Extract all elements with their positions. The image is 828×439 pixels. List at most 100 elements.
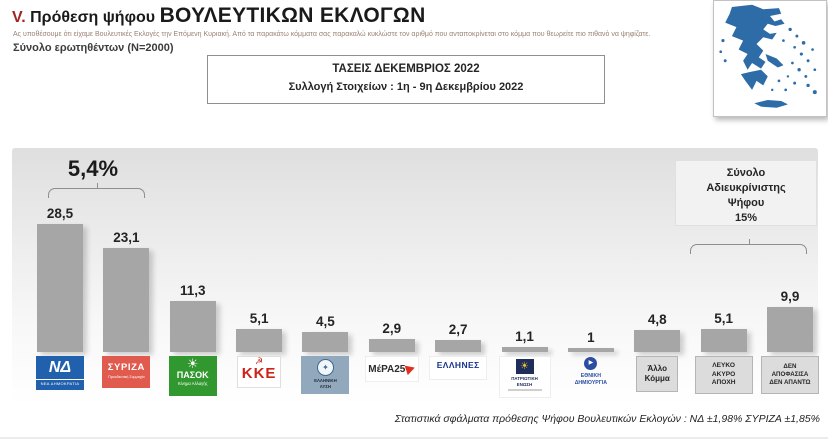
- bar-column-ellines: 2,7 ΕΛΛΗΝΕΣ ΕΘΝΙΚΟ ΚΟΜΜΑ: [429, 148, 488, 406]
- bar-value-label: 2,7: [448, 321, 468, 337]
- logo-slot: ΜέΡΑ25: [361, 356, 423, 406]
- bar-patriotiki-enosi: [501, 347, 548, 352]
- party-subname: ΕΘΝΙΚΟ ΚΟΜΜΑ: [440, 379, 477, 380]
- undecided-bracket: [690, 239, 807, 254]
- collection-dates-label: Συλλογή Στοιχείων : 1η - 9η Δεκεμβρίου 2…: [288, 81, 524, 93]
- logo-slot: ΕΛΛΗΝΕΣ ΕΘΝΙΚΟ ΚΟΜΜΑ: [427, 356, 489, 406]
- logo-slot: ✦ ΕΛΛΗΝΙΚΗ ΛΥΣΗ: [294, 356, 356, 406]
- elliniki-lysi-logo: ✦ ΕΛΛΗΝΙΚΗ ΛΥΣΗ: [301, 356, 350, 394]
- category-line2: Κόμμα: [644, 374, 670, 383]
- patriotiki-enosi-logo: ☀ ΠΑΤΡΙΩΤΙΚΗ ΕΝΩΣΗ: [498, 356, 551, 398]
- logo-slot: ☀ ΠΑΤΡΙΩΤΙΚΗ ΕΝΩΣΗ: [494, 356, 556, 406]
- bar-column-kke: 5,1 ☭ ΚΚΕ: [236, 148, 283, 406]
- logo-slot: ΣΥΡΙΖΑ Προοδευτική Συμμαχία: [95, 356, 157, 406]
- party-abbr: ΠΑΣΟΚ: [176, 370, 209, 380]
- bar-column-nea-dimokratia: 28,5 ΝΔ ΝΕΑ ΔΗΜΟΚΡΑΤΙΑ: [36, 148, 84, 406]
- bar-kke: [236, 329, 283, 352]
- undecided-line: Σύνολο: [726, 167, 766, 179]
- title-main: ΒΟΥΛΕΥΤΙΚΩΝ ΕΚΛΟΓΩΝ: [159, 4, 426, 27]
- bar-value-label: 11,3: [179, 283, 206, 299]
- bar-value-label: 2,9: [382, 320, 402, 336]
- undecided-value: 15%: [734, 212, 758, 224]
- undecided-line: Ψήφου: [727, 197, 765, 209]
- survey-wave-label: ΤΑΣΕΙΣ ΔΕΚΕΜΒΡΙΟΣ 2022: [332, 63, 480, 75]
- bar-leyko-akyro-apochi: [700, 329, 747, 352]
- party-abbr: ΣΥΡΙΖΑ: [107, 362, 145, 373]
- party-name-line: ΕΛΛΗΝΙΚΗ ΛΥΣΗ: [301, 378, 349, 389]
- category-line2: ΑΚΥΡΟ: [711, 370, 736, 378]
- logo-slot: Άλλο Κόμμα: [626, 356, 688, 406]
- greece-map-svg: [719, 4, 817, 108]
- category-line1: ΛΕΥΚΟ: [712, 362, 735, 370]
- party-name-line: ΠΑΤΡΙΩΤΙΚΗ ΕΝΩΣΗ: [500, 376, 550, 387]
- bar-value-label: 1: [587, 329, 595, 345]
- bar-value-label: 4,5: [316, 313, 335, 329]
- category-line1: ΔΕΝ: [783, 363, 797, 370]
- bar-value-label: 9,9: [780, 289, 800, 305]
- logo-slot: ☀ ΠΑΣΟΚ Κίνημα Αλλαγής: [162, 356, 224, 406]
- bar-column-pasok: 11,3 ☀ ΠΑΣΟΚ Κίνημα Αλλαγής: [168, 148, 217, 406]
- bar-value-label: 5,1: [249, 311, 269, 327]
- bar-column-den-apofasisa: 9,9 ΔΕΝ ΑΠΟΦΑΣΙΣΑ ΔΕΝ ΑΠΑΝΤΩ: [760, 148, 819, 406]
- sample-size-note: Σύνολο ερωτηθέντων (N=2000): [13, 42, 174, 54]
- party-subname: Κίνημα Αλλαγής: [177, 381, 208, 386]
- logo-slot: ▶ ΕΘΝΙΚΗ ΔΗΜΙΟΥΡΓΙΑ: [560, 356, 622, 406]
- den-apofasisa-label-box: ΔΕΝ ΑΠΟΦΑΣΙΣΑ ΔΕΝ ΑΠΑΝΤΩ: [760, 356, 819, 394]
- bar-chart-area: 5,4% Σύνολο Αδιευκρίνιστης Ψήφου 15% 28,…: [12, 148, 819, 406]
- lead-gap-annotation: 5,4%: [67, 156, 119, 181]
- category-line1: Άλλο: [647, 364, 667, 373]
- pasok-logo: ☀ ΠΑΣΟΚ Κίνημα Αλλαγής: [168, 356, 217, 396]
- bar-value-label: 28,5: [46, 205, 74, 221]
- party-name-line2: ΛΥΣΗ: [319, 383, 332, 389]
- play-badge-icon: ▶: [584, 357, 598, 370]
- bar-ellines: [435, 339, 482, 352]
- syriza-logo: ΣΥΡΙΖΑ Προοδευτική Συμμαχία: [102, 356, 151, 388]
- question-text: Ας υποθέσουμε ότι είχαμε Βουλευτικές Εκλ…: [13, 31, 651, 38]
- bar-pasok: [169, 301, 216, 352]
- undecided-line: Αδιευκρίνιστης: [706, 182, 786, 194]
- party-name-line: ΕΘΝΙΚΗ ΔΗΜΙΟΥΡΓΙΑ: [564, 373, 618, 386]
- category-line3: ΔΕΝ ΑΠΑΝΤΩ: [769, 379, 811, 386]
- logo-fine-print: [507, 389, 542, 391]
- bar-column-ethniki-dimiourgia: 1 ▶ ΕΘΝΙΚΗ ΔΗΜΙΟΥΡΓΙΑ: [567, 148, 614, 406]
- party-abbr: ΚΚΕ: [241, 365, 277, 382]
- red-arrow-icon: [405, 362, 417, 376]
- ellines-logo: ΕΛΛΗΝΕΣ ΕΘΝΙΚΟ ΚΟΜΜΑ: [429, 356, 488, 380]
- party-name-line2: ΕΝΩΣΗ: [516, 381, 533, 387]
- bar-column-patriotiki-enosi: 1,1 ☀ ΠΑΤΡΙΩΤΙΚΗ ΕΝΩΣΗ: [498, 148, 551, 406]
- mera25-logo: ΜέΡΑ25: [364, 356, 419, 382]
- bar-column-elliniki-lysi: 4,5 ✦ ΕΛΛΗΝΙΚΗ ΛΥΣΗ: [301, 148, 350, 406]
- logo-slot: ΝΔ ΝΕΑ ΔΗΜΟΚΡΑΤΙΑ: [29, 356, 91, 406]
- party-abbr: ΝΔ: [48, 359, 72, 376]
- bar-ethniki-dimiourgia: [567, 347, 614, 352]
- logo-slot: ΛΕΥΚΟ ΑΚΥΡΟ ΑΠΟΧΗ: [693, 356, 755, 406]
- bar-column-mera25: 2,9 ΜέΡΑ25: [364, 148, 419, 406]
- party-abbr: ΕΛΛΗΝΕΣ: [436, 360, 480, 370]
- bar-allo-komma: [634, 330, 681, 352]
- compass-icon: ✦: [316, 359, 334, 376]
- gold-sun-icon: ☀: [515, 359, 534, 374]
- hammer-sickle-icon: ☭: [255, 356, 264, 366]
- bar-column-leyko-akyro-apochi: 5,1 ΛΕΥΚΟ ΑΚΥΡΟ ΑΠΟΧΗ: [694, 148, 753, 406]
- section-number: V.: [12, 9, 26, 26]
- survey-period-box: ΤΑΣΕΙΣ ΔΕΚΕΜΒΡΙΟΣ 2022 Συλλογή Στοιχείων…: [207, 55, 605, 104]
- bar-syriza: [103, 248, 150, 352]
- title-prefix: Πρόθεση ψήφου: [30, 9, 156, 26]
- logo-slot: ☭ ΚΚΕ: [228, 356, 290, 406]
- bars-row: 28,5 ΝΔ ΝΕΑ ΔΗΜΟΚΡΑΤΙΑ 23,1 ΣΥΡΙΖΑ Προοδ…: [36, 148, 819, 406]
- lead-gap-bracket: [48, 183, 145, 198]
- logo-slot: ΔΕΝ ΑΠΟΦΑΣΙΣΑ ΔΕΝ ΑΠΑΝΤΩ: [759, 356, 821, 406]
- party-subname: Προοδευτική Συμμαχία: [108, 375, 145, 379]
- ethniki-dimiourgia-logo: ▶ ΕΘΝΙΚΗ ΔΗΜΙΟΥΡΓΙΑ: [564, 356, 618, 398]
- nea-dimokratia-logo: ΝΔ ΝΕΑ ΔΗΜΟΚΡΑΤΙΑ: [36, 356, 84, 390]
- bar-value-label: 23,1: [113, 230, 140, 246]
- page-title: V. Πρόθεση ψήφου ΒΟΥΛΕΥΤΙΚΩΝ ΕΚΛΟΓΩΝ: [12, 4, 426, 28]
- bar-value-label: 4,8: [647, 312, 667, 328]
- party-abbr: ΜέΡΑ25: [368, 363, 406, 375]
- leyko-akyro-apochi-label-box: ΛΕΥΚΟ ΑΚΥΡΟ ΑΠΟΧΗ: [694, 356, 753, 394]
- sun-icon: ☀: [186, 356, 199, 371]
- category-line3: ΑΠΟΧΗ: [711, 379, 736, 387]
- category-line2: ΑΠΟΦΑΣΙΣΑ: [771, 371, 809, 378]
- bar-column-allo-komma: 4,8 Άλλο Κόμμα: [634, 148, 681, 406]
- kke-logo: ☭ ΚΚΕ: [237, 356, 282, 388]
